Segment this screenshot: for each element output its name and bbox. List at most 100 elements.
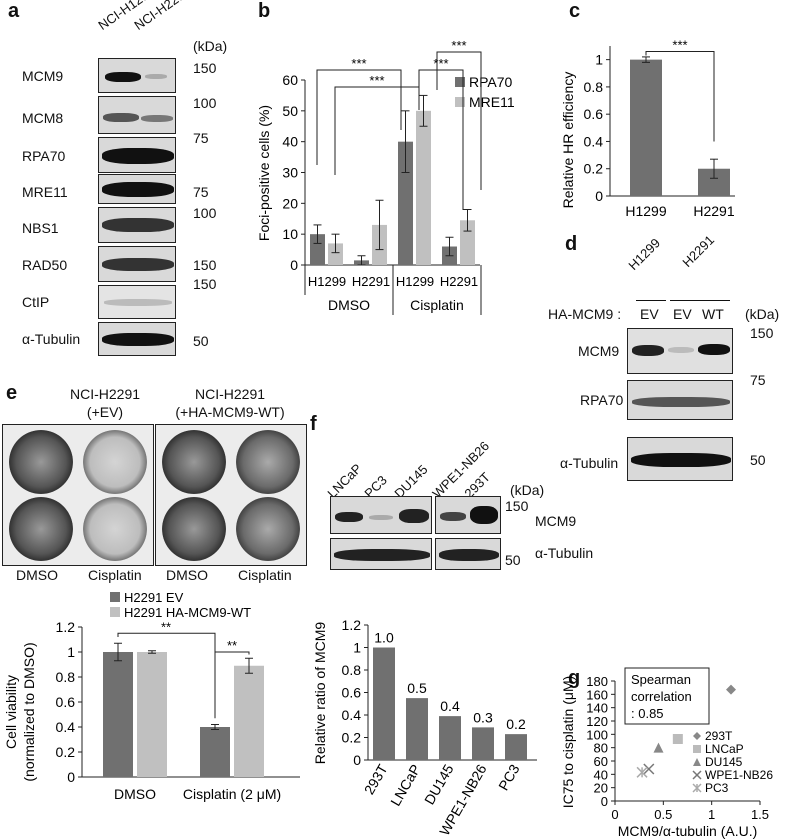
panel-letter-a: a [8,0,20,22]
plate-label: Cisplatin [238,567,292,583]
well [236,430,300,494]
legend-label: PC3 [705,781,729,795]
y-tick-label: 140 [586,701,608,716]
x-tick-label: 0.5 [654,807,672,822]
band [104,299,172,306]
y-tick-label: 0 [67,769,75,785]
sig-bracket [436,51,482,190]
x-tick-label: 1.5 [751,807,769,822]
sig-label: *** [369,73,384,88]
blot-row-label: MCM9 [578,343,620,359]
legend-swatch [455,97,465,107]
legend-label: LNCaP [705,742,744,756]
kda-marker: 150 [505,498,529,514]
kda-marker: 100 [193,205,217,221]
x-tick-label: LNCaP [387,762,423,809]
y-tick-label: 0.8 [56,669,76,685]
group-label: DMSO [328,297,370,313]
panel-letter-f: f [310,413,317,435]
group-label: Cisplatin [410,297,464,313]
blot-row-label: RPA70 [22,148,66,164]
y-tick-label: 1 [595,52,603,68]
sig-bracket [418,69,464,210]
panel-b-chart: 0 10 20 30 40 50 60 Foci-positive cells (%) H129… [256,38,515,315]
blot-mcm9-right [435,496,501,534]
y-tick-label: 0 [595,188,603,204]
kda-marker: 50 [505,552,521,568]
blot-tubulin-right [435,538,501,570]
blot-row-label: CtIP [22,294,50,310]
bar [439,716,461,760]
sig-bracket [316,69,402,165]
construct-label: HA-MCM9 : [548,306,622,322]
bar-mre11 [328,243,343,265]
band [103,113,139,122]
legend-label: MRE11 [469,94,515,110]
kda-marker: 100 [193,95,217,111]
well [9,497,73,561]
y-tick-label: 0.6 [342,685,362,701]
sig-label: *** [451,38,466,53]
annotation-text: correlation [631,689,692,704]
data-label: 0.4 [440,698,460,714]
y-tick-label: 0.4 [584,133,604,149]
legend-label: RPA70 [469,74,513,90]
kda-marker: 75 [193,184,209,200]
blot-tubulin-left [330,538,432,570]
blot-row-label: α-Tubulin [560,455,619,471]
plate-ev [2,424,154,566]
y-tick-label: 40 [594,767,608,782]
band [631,453,731,467]
blot-row-label: NBS1 [22,220,59,236]
x-tick-label: 293T [361,761,391,797]
y-tick-label: 0.6 [584,106,604,122]
blot-rpa70 [627,380,733,420]
y-tick-label: 80 [594,741,608,756]
panel-c-chart: 0 0.2 0.4 0.6 0.8 1 Relative HR efficiency H129… [560,37,735,219]
plate-title: (+EV) [86,404,124,420]
marker-diamond [693,732,701,740]
blot-mcm9 [627,328,733,374]
blot-row-label: MCM9 [22,68,64,84]
well [236,497,300,561]
kda-marker: 150 [193,257,217,273]
cell-label: H1299 [396,274,434,289]
construct: EV [673,306,692,322]
marker-square [693,745,701,753]
plate-mcm9-wt [155,424,307,566]
plate-label: DMSO [166,567,208,583]
bar [373,647,395,760]
band [102,148,174,164]
band [141,115,173,122]
y-tick-label: 120 [586,714,608,729]
y-tick-label: 1 [353,640,361,656]
lane-group-line [636,300,666,301]
panel-f-chart: 0 0.2 0.4 0.6 0.8 1 1.2 Relative ratio of MCM9 1… [312,617,537,838]
band [145,74,167,79]
blot-mcm9 [98,58,176,93]
annotation-text: : 0.85 [631,706,664,721]
plate-title: NCI-H2291 [69,386,141,402]
y-axis-title: Cell viability [3,675,19,749]
bar [472,727,494,760]
sig-label: *** [433,56,448,71]
bar [505,734,527,760]
kda-marker: 150 [193,60,217,76]
marker-triangle [653,742,664,753]
blot-row-label: MCM9 [535,513,577,529]
bar-rpa70 [310,234,325,265]
bar [234,665,264,777]
marker-triangle [693,758,701,766]
y-tick-label: 0.8 [584,79,604,95]
kda-label: (kDa) [745,306,780,322]
y-axis-title: (normalized to DMSO) [21,642,37,781]
x-axis-title: MCM9/α-tubulin (A.U.) [618,823,758,839]
band [470,506,498,524]
y-tick-label: 0.2 [584,161,604,177]
x-tick-label: DMSO [114,786,156,802]
marker-square [672,734,683,744]
x-tick-label: H2291 [693,203,734,219]
bar [103,652,133,777]
well [83,497,147,561]
